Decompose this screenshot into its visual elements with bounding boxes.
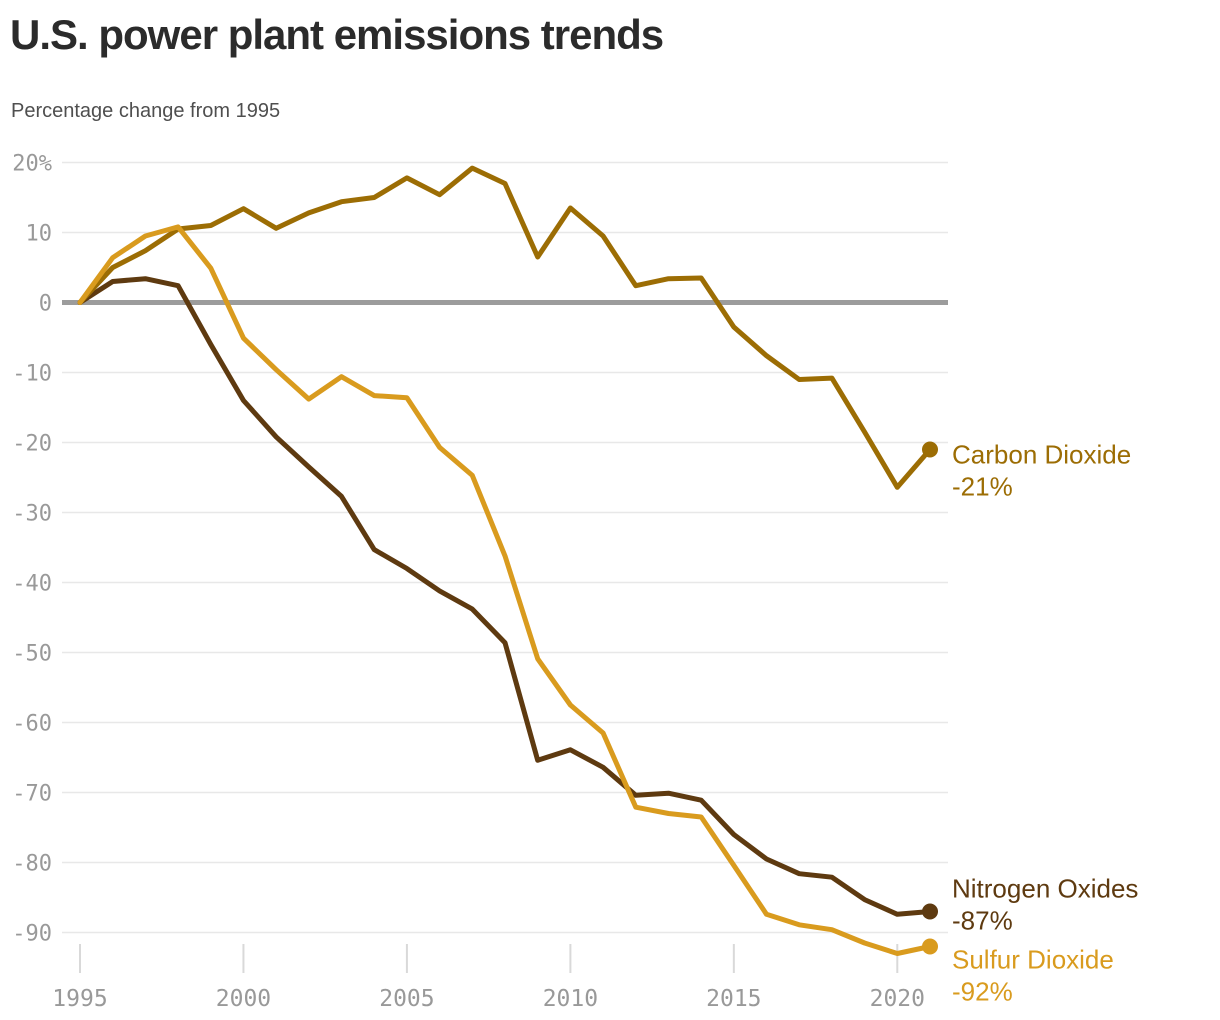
series-label-name: Carbon Dioxide (952, 440, 1131, 470)
x-axis-label: 2015 (706, 986, 761, 1012)
y-axis-label: 0 (39, 292, 52, 317)
x-axis-label: 2010 (543, 986, 598, 1012)
series-endpoint-carbon-dioxide (922, 441, 938, 458)
y-axis-label: 20% (12, 152, 52, 177)
series-label-value: -21% (952, 472, 1013, 502)
series-endpoint-nitrogen-oxides (922, 903, 938, 920)
x-axis-label: 2000 (216, 986, 271, 1012)
series-line-nitrogen-oxides (77, 276, 933, 917)
chart-title: U.S. power plant emissions trends (10, 11, 664, 58)
y-axis-label: -20 (12, 432, 52, 457)
series-label-value: -87% (952, 906, 1013, 936)
y-axis-label: -30 (12, 502, 52, 527)
series-line-sulfur-dioxide (77, 224, 933, 956)
series-label-name: Sulfur Dioxide (952, 945, 1114, 975)
y-axis-label: -10 (12, 362, 52, 387)
x-axis-label: 1995 (52, 986, 107, 1012)
y-axis-label: -80 (12, 852, 52, 877)
y-axis-label: 10 (26, 222, 53, 247)
series-label-value: -92% (952, 977, 1013, 1007)
y-axis-label: -70 (12, 782, 52, 807)
chart-subtitle: Percentage change from 1995 (11, 100, 281, 122)
series-line-carbon-dioxide (77, 165, 933, 490)
y-axis-label: -60 (12, 712, 52, 737)
series-label-name: Nitrogen Oxides (952, 874, 1138, 904)
x-axis-label: 2005 (379, 986, 434, 1012)
series-endpoint-sulfur-dioxide (922, 938, 938, 955)
y-axis-label: -90 (12, 922, 52, 947)
y-axis-label: -50 (12, 642, 52, 667)
y-axis-label: -40 (12, 572, 52, 597)
x-axis-label: 2020 (870, 986, 925, 1012)
